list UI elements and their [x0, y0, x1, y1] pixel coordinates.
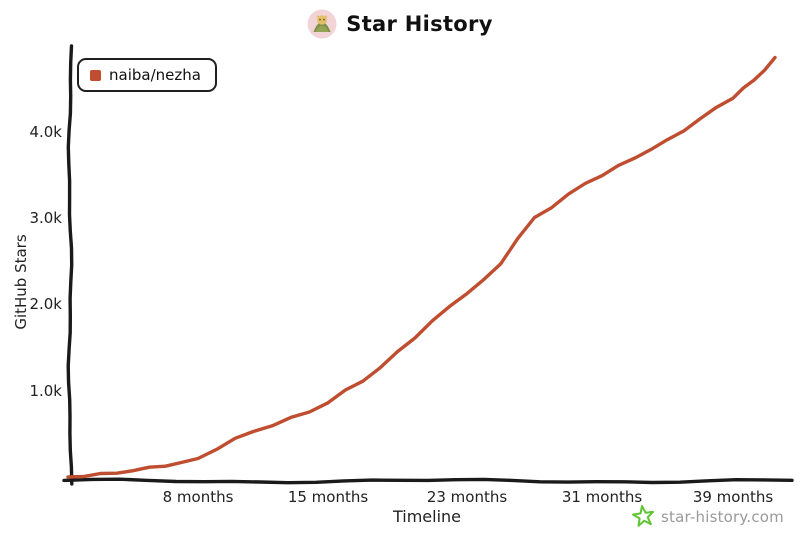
y-tick-label: 4.0k — [29, 122, 62, 141]
x-axis-title: Timeline — [392, 507, 462, 526]
chart-header: Star History — [0, 7, 800, 41]
watermark-text: star-history.com — [661, 507, 784, 526]
x-tick-label: 8 months — [162, 488, 234, 506]
y-tick-label: 3.0k — [29, 209, 62, 228]
x-tick-label: 15 months — [287, 488, 369, 506]
y-tick-label: 1.0k — [29, 381, 62, 400]
chart-title: Star History — [346, 12, 493, 36]
x-tick-label: 39 months — [692, 488, 774, 506]
y-tick-label: 2.0k — [29, 295, 62, 314]
legend: naiba/nezha — [77, 58, 217, 92]
y-axis-title: GitHub Stars — [12, 234, 30, 330]
watermark: star-history.com — [632, 505, 784, 528]
legend-swatch — [90, 69, 101, 81]
x-tick-label: 23 months — [426, 488, 508, 506]
star-history-logo-icon — [307, 9, 337, 39]
x-tick-label: 31 months — [561, 488, 643, 506]
legend-label: naiba/nezha — [109, 66, 201, 84]
green-star-icon — [632, 505, 654, 527]
